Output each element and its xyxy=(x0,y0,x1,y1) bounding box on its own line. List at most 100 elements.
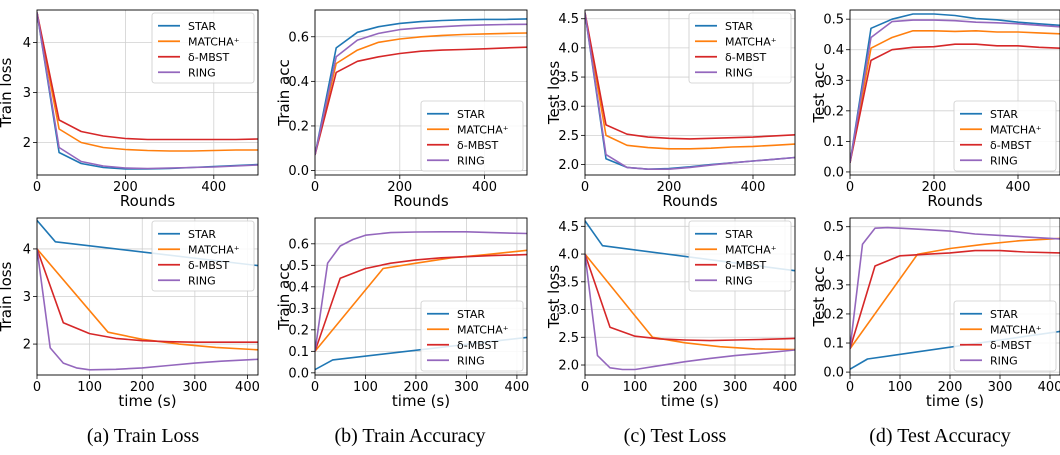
legend-entry: RING xyxy=(188,66,216,79)
legend-entry: MATCHA⁺ xyxy=(725,35,777,48)
series-line-RING xyxy=(850,226,1060,349)
legend-entry: MATCHA⁺ xyxy=(188,35,240,48)
y-tick-label: 2.0 xyxy=(558,359,579,374)
y-tick-label: 0.5 xyxy=(823,220,844,235)
legend-entry: MATCHA⁺ xyxy=(457,323,509,336)
y-tick-label: 3.5 xyxy=(558,71,579,86)
x-axis-label: time (s) xyxy=(926,392,984,410)
x-tick-label: 300 xyxy=(723,380,748,395)
y-axis-label: Test loss xyxy=(545,61,563,125)
x-axis-label: Rounds xyxy=(927,192,982,210)
y-axis-label: Test acc xyxy=(810,267,828,328)
series-line-RING xyxy=(850,19,1060,163)
legend-entry: δ-MBST xyxy=(725,51,767,64)
legend-box xyxy=(953,100,1057,172)
plot-frame xyxy=(314,9,528,176)
x-tick-label: 0 xyxy=(311,380,319,395)
legend: STAR MATCHA⁺ δ-MBST RING xyxy=(688,220,792,292)
y-tick-label: 0.2 xyxy=(288,323,309,338)
y-tick-label: 0.3 xyxy=(823,278,844,293)
series-line-MATCHA⁺ xyxy=(315,32,527,156)
legend: STAR MATCHA⁺ δ-MBST RING xyxy=(420,100,524,172)
series-line-δ-MBST xyxy=(315,46,527,156)
x-tick-label: 0 xyxy=(846,180,854,195)
y-axis-label: Train loss xyxy=(0,261,15,332)
x-tick-label: 200 xyxy=(404,380,429,395)
y-tick-label: 2 xyxy=(23,338,31,353)
series-line-RING xyxy=(315,23,527,156)
chart-panel-a-top: 0 200 400 2 3 4 Rounds Train loss STAR MATCHA⁺ δ-M… xyxy=(0,9,259,210)
series-line-STAR xyxy=(315,18,527,156)
legend-entry: STAR xyxy=(725,20,753,33)
x-tick-label: 400 xyxy=(1006,180,1031,195)
x-tick-label: 100 xyxy=(353,380,378,395)
y-axis-label: Test loss xyxy=(545,265,563,329)
x-axis-label: Rounds xyxy=(393,192,448,210)
x-tick-label: 400 xyxy=(201,180,226,195)
x-axis-label: Rounds xyxy=(120,192,175,210)
legend-entry: RING xyxy=(457,154,485,167)
series-line-δ-MBST xyxy=(850,249,1060,350)
x-tick-label: 300 xyxy=(454,380,479,395)
legend-entry: MATCHA⁺ xyxy=(990,323,1042,336)
y-axis-label: Train acc xyxy=(275,263,293,330)
legend-entry: δ-MBST xyxy=(990,339,1032,352)
y-tick-label: 0.4 xyxy=(823,249,844,264)
y-tick-label: 0.1 xyxy=(288,345,309,360)
series-line-MATCHA⁺ xyxy=(585,12,795,150)
x-tick-label: 0 xyxy=(33,180,41,195)
y-tick-label: 2.5 xyxy=(558,129,579,144)
legend: STAR MATCHA⁺ δ-MBST RING xyxy=(953,100,1057,172)
legend: STAR MATCHA⁺ δ-MBST RING xyxy=(151,220,255,292)
legend-entry: STAR xyxy=(725,228,753,241)
y-tick-label: 3 xyxy=(23,290,31,305)
legend: STAR MATCHA⁺ δ-MBST RING xyxy=(953,300,1057,372)
y-tick-label: 0.1 xyxy=(823,135,844,150)
plot-frame xyxy=(584,9,796,176)
y-tick-label: 0.4 xyxy=(288,280,309,295)
series-line-δ-MBST xyxy=(37,12,258,141)
series-line-MATCHA⁺ xyxy=(315,249,527,352)
series-line-RING xyxy=(315,231,527,352)
legend-box xyxy=(953,300,1057,372)
x-tick-label: 100 xyxy=(623,380,648,395)
y-tick-label: 4.5 xyxy=(558,220,579,235)
y-tick-label: 4.5 xyxy=(558,12,579,27)
x-tick-label: 100 xyxy=(888,380,913,395)
x-tick-label: 300 xyxy=(182,380,207,395)
x-axis-label: time (s) xyxy=(661,392,719,410)
legend-entry: RING xyxy=(457,354,485,367)
y-tick-label: 4 xyxy=(23,36,31,51)
legend: STAR MATCHA⁺ δ-MBST RING xyxy=(420,300,524,372)
legend-entry: RING xyxy=(990,154,1018,167)
x-tick-label: 200 xyxy=(938,380,963,395)
legend-entry: STAR xyxy=(457,308,485,321)
series-line-MATCHA⁺ xyxy=(850,237,1060,350)
y-tick-label: 0.0 xyxy=(288,366,309,381)
legend-entry: RING xyxy=(725,274,753,287)
plot-frame xyxy=(584,217,796,376)
series-line-MATCHA⁺ xyxy=(37,12,258,152)
chart-panel-c-bottom: 0 100 200 300 400 2.0 2.5 3.0 3.5 4.0 4.5 time (s) T… xyxy=(545,217,797,410)
legend-entry: δ-MBST xyxy=(188,51,230,64)
legend-entry: MATCHA⁺ xyxy=(990,123,1042,136)
legend-entry: δ-MBST xyxy=(188,259,230,272)
chart-panel-b-bottom: 0 100 200 300 400 0.0 0.1 0.2 0.3 0.4 0.5 0.6 time (… xyxy=(275,217,529,410)
series-line-MATCHA⁺ xyxy=(850,29,1060,163)
series-line-RING xyxy=(585,254,795,371)
y-tick-label: 2.0 xyxy=(558,158,579,173)
legend-entry: STAR xyxy=(188,228,216,241)
y-tick-label: 0.2 xyxy=(823,307,844,322)
y-tick-label: 0.5 xyxy=(823,13,844,28)
legend-box xyxy=(688,220,792,292)
chart-panel-b-top: 0 200 400 0.0 0.2 0.4 0.6 Rounds Train acc STAR MA… xyxy=(275,9,528,210)
y-tick-label: 0.6 xyxy=(288,237,309,252)
legend-box xyxy=(151,12,255,84)
plot-frame xyxy=(314,217,528,376)
x-tick-label: 400 xyxy=(504,380,529,395)
plot-frame xyxy=(849,217,1060,376)
y-tick-label: 3.5 xyxy=(558,275,579,290)
y-tick-label: 0.2 xyxy=(823,104,844,119)
legend-entry: STAR xyxy=(188,20,216,33)
y-tick-label: 0.0 xyxy=(823,366,844,381)
